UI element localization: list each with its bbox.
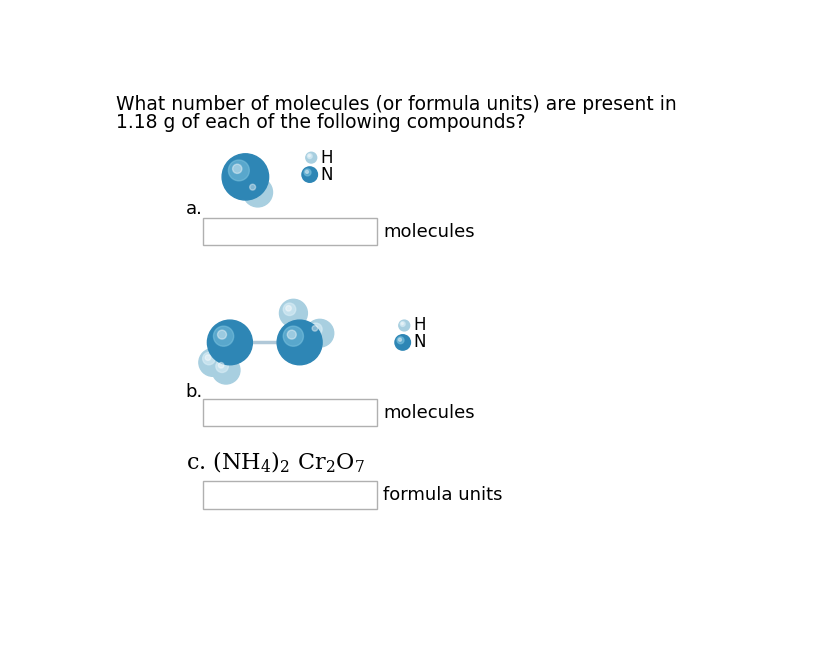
Circle shape bbox=[312, 325, 317, 331]
Circle shape bbox=[214, 326, 233, 346]
Text: N: N bbox=[414, 333, 426, 351]
Circle shape bbox=[207, 320, 252, 365]
Circle shape bbox=[283, 326, 304, 346]
Circle shape bbox=[302, 167, 317, 182]
Circle shape bbox=[306, 153, 317, 163]
Circle shape bbox=[283, 303, 295, 316]
Circle shape bbox=[277, 320, 322, 365]
Circle shape bbox=[287, 330, 296, 339]
Text: c. $\mathregular{(NH_4)_2}$ $\mathregular{Cr_2O_7}$: c. $\mathregular{(NH_4)_2}$ $\mathregula… bbox=[186, 450, 365, 476]
Circle shape bbox=[308, 154, 313, 159]
Text: 1.18 g of each of the following compounds?: 1.18 g of each of the following compound… bbox=[116, 113, 526, 132]
Text: H: H bbox=[414, 317, 426, 335]
Circle shape bbox=[243, 177, 273, 207]
Text: b.: b. bbox=[186, 383, 203, 401]
Circle shape bbox=[215, 360, 228, 372]
Circle shape bbox=[222, 154, 268, 200]
Circle shape bbox=[218, 330, 227, 339]
FancyBboxPatch shape bbox=[202, 218, 377, 245]
Circle shape bbox=[212, 356, 240, 384]
Circle shape bbox=[395, 335, 410, 350]
Text: formula units: formula units bbox=[384, 486, 503, 504]
Circle shape bbox=[397, 337, 404, 344]
Circle shape bbox=[308, 155, 310, 157]
FancyBboxPatch shape bbox=[202, 398, 377, 426]
Text: a.: a. bbox=[186, 200, 202, 218]
Circle shape bbox=[399, 320, 410, 331]
Circle shape bbox=[233, 164, 242, 173]
FancyBboxPatch shape bbox=[202, 481, 377, 509]
Circle shape bbox=[286, 306, 291, 311]
Circle shape bbox=[401, 323, 403, 325]
Text: N: N bbox=[321, 165, 333, 183]
Text: What number of molecules (or formula units) are present in: What number of molecules (or formula uni… bbox=[116, 95, 676, 114]
Circle shape bbox=[305, 170, 308, 173]
Circle shape bbox=[205, 355, 211, 360]
Text: H: H bbox=[321, 149, 333, 167]
Circle shape bbox=[401, 322, 406, 327]
Circle shape bbox=[202, 352, 215, 365]
Circle shape bbox=[304, 169, 311, 176]
Circle shape bbox=[250, 184, 255, 190]
Circle shape bbox=[219, 362, 224, 368]
Circle shape bbox=[228, 160, 250, 181]
Circle shape bbox=[306, 319, 334, 347]
Circle shape bbox=[398, 338, 401, 341]
Circle shape bbox=[309, 323, 322, 335]
Text: molecules: molecules bbox=[384, 222, 475, 241]
Text: molecules: molecules bbox=[384, 403, 475, 421]
Circle shape bbox=[279, 299, 308, 327]
Circle shape bbox=[247, 181, 260, 195]
Circle shape bbox=[199, 349, 227, 376]
